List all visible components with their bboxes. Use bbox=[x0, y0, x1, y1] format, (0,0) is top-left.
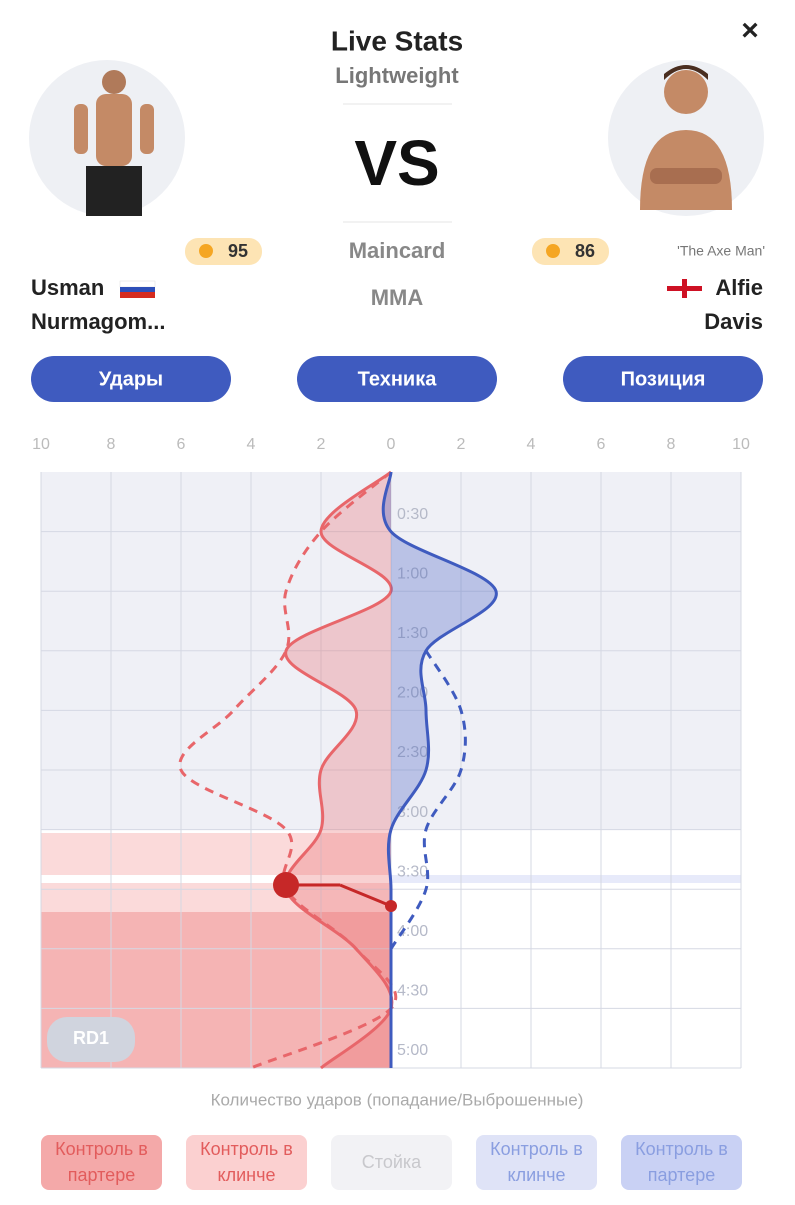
x-tick-label: 6 bbox=[597, 436, 606, 453]
rating-icon bbox=[546, 244, 560, 258]
legend: Контроль в партере Контроль в клинче Стойка К… bbox=[41, 1135, 742, 1190]
x-tick-label: 4 bbox=[247, 436, 256, 453]
legend-item bbox=[621, 1135, 742, 1190]
legend-label: Контроль в клинче bbox=[490, 1139, 583, 1185]
x-tick-label: 2 bbox=[457, 436, 466, 453]
close-button[interactable]: × bbox=[741, 14, 759, 47]
title: Live Stats bbox=[331, 25, 463, 56]
y-tick-label: 2:30 bbox=[397, 744, 428, 761]
caption: Количество ударов (попадание/Выброшенные… bbox=[211, 1090, 584, 1109]
x-tick-label: 4 bbox=[527, 436, 536, 453]
x-tick-label: 10 bbox=[732, 436, 750, 453]
y-tick-label: 4:00 bbox=[397, 923, 428, 940]
legend-item bbox=[331, 1135, 452, 1190]
x-tick-label: 10 bbox=[32, 436, 50, 453]
y-tick-label: 3:30 bbox=[397, 863, 428, 880]
y-tick-label: 3:00 bbox=[397, 804, 428, 821]
x-tick-label: 2 bbox=[317, 436, 326, 453]
fighter-photo bbox=[608, 60, 764, 216]
rating: 95 bbox=[228, 241, 248, 261]
area bbox=[383, 472, 497, 1068]
vs: VS bbox=[354, 127, 439, 199]
round-label: RD1 bbox=[73, 1028, 109, 1048]
nickname: 'The Axe Man' bbox=[677, 243, 765, 259]
fighter-name: Usman bbox=[31, 275, 104, 300]
legend-item bbox=[186, 1135, 307, 1190]
flag bbox=[667, 279, 702, 298]
y-tick-label: 1:30 bbox=[397, 625, 428, 642]
series-line bbox=[381, 471, 498, 1068]
legend-label: Контроль в партере bbox=[635, 1139, 728, 1185]
y-tick-label: 4:30 bbox=[397, 983, 428, 1000]
area bbox=[285, 472, 392, 1068]
rating-icon bbox=[199, 244, 213, 258]
rating-badge bbox=[532, 238, 609, 265]
sport: MMA bbox=[371, 285, 424, 310]
position-band bbox=[41, 833, 391, 875]
tab-label[interactable]: Позиция bbox=[621, 368, 706, 390]
x-tick-label: 8 bbox=[107, 436, 116, 453]
legend-label: Стойка bbox=[362, 1152, 422, 1172]
fighter-name: Nurmagom... bbox=[31, 309, 165, 334]
tab-label[interactable]: Техника bbox=[358, 368, 438, 390]
series-line bbox=[178, 470, 398, 1070]
x-tick-label: 0 bbox=[387, 436, 396, 453]
rating: 86 bbox=[575, 241, 595, 261]
round-badge bbox=[47, 1017, 135, 1062]
legend-label: Контроль в партере bbox=[55, 1139, 148, 1185]
position-marker bbox=[273, 872, 397, 912]
x-tick-label: 6 bbox=[177, 436, 186, 453]
legend-label: Контроль в клинче bbox=[200, 1139, 293, 1185]
tab-label[interactable]: Удары bbox=[99, 368, 163, 390]
plot: 10 8 6 4 2 0 2 4 6 8 10 0:30 1:00 1:30 2:00 2:30 3:00 3:3… bbox=[32, 436, 750, 1070]
tab-button[interactable] bbox=[297, 356, 497, 402]
flag bbox=[119, 280, 156, 298]
fighter-name: Alfie bbox=[715, 275, 763, 300]
fighter-name: Davis bbox=[704, 309, 763, 334]
subtitle: Lightweight bbox=[335, 63, 459, 88]
legend-item bbox=[41, 1135, 162, 1190]
y-tick-label: 5:00 bbox=[397, 1042, 428, 1059]
fighter-photo bbox=[29, 60, 185, 216]
y-tick-label: 2:00 bbox=[397, 685, 428, 702]
legend-item bbox=[476, 1135, 597, 1190]
y-tick-label: 1:00 bbox=[397, 565, 428, 582]
position-band bbox=[41, 883, 391, 912]
card: Maincard bbox=[349, 238, 446, 263]
tab-button[interactable] bbox=[563, 356, 763, 402]
tab-button[interactable] bbox=[31, 356, 231, 402]
x-tick-label: 8 bbox=[667, 436, 676, 453]
rating-badge bbox=[185, 238, 262, 265]
position-band bbox=[391, 875, 741, 883]
series-line bbox=[389, 650, 467, 950]
y-tick-label: 0:30 bbox=[397, 506, 428, 523]
